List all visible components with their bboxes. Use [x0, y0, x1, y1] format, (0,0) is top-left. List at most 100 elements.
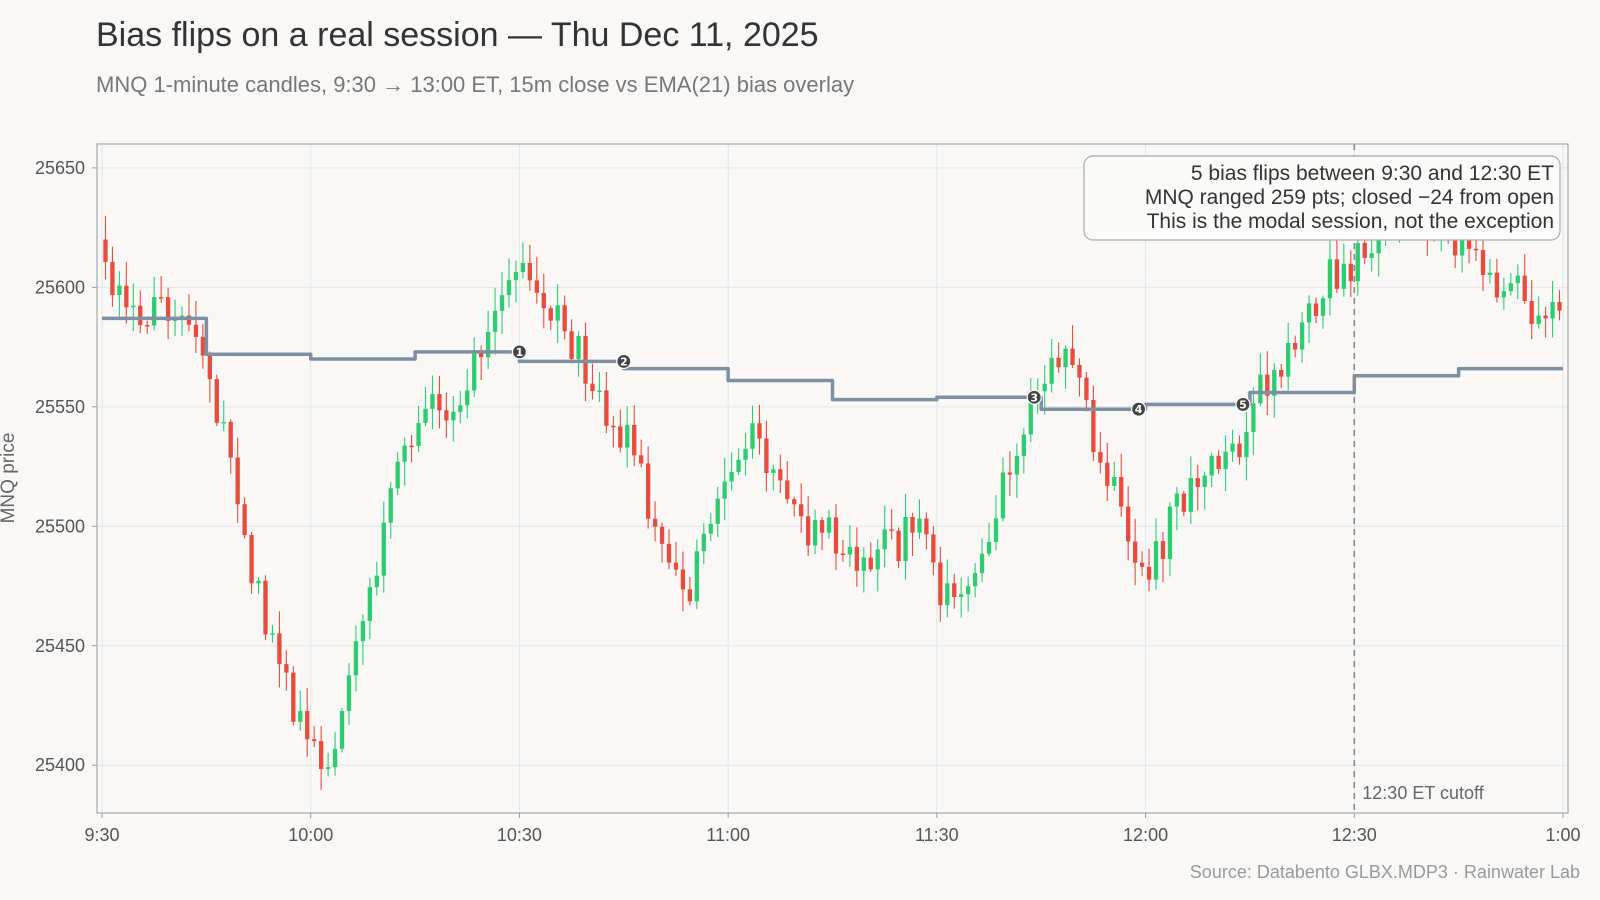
candle-body — [1369, 253, 1374, 258]
candle-body — [966, 586, 971, 595]
candle-body — [666, 543, 672, 563]
y-tick-label: 25650 — [35, 158, 85, 178]
candle-body — [451, 411, 456, 421]
candle-body — [1007, 472, 1013, 475]
candle-body — [1202, 475, 1207, 487]
candle-body — [1501, 291, 1507, 298]
candle-body — [242, 504, 247, 536]
candle-body — [548, 308, 553, 321]
candle-body — [659, 526, 665, 544]
candle-body — [1334, 259, 1340, 289]
candle-body — [1119, 477, 1124, 507]
candle-body — [799, 504, 804, 517]
candle-body — [715, 498, 720, 524]
candle-body — [1453, 226, 1458, 256]
flip-marker-label: 5 — [1239, 398, 1247, 411]
flip-marker — [511, 344, 528, 360]
candle-body — [1251, 403, 1256, 432]
candle-body — [1167, 506, 1173, 559]
flip-marker — [1026, 389, 1042, 405]
candle-body — [632, 424, 637, 456]
candle-body — [868, 557, 873, 570]
annotation-frame — [1083, 155, 1561, 241]
candles — [103, 165, 1562, 790]
candle-body — [1258, 374, 1263, 404]
candle-body — [1084, 377, 1089, 400]
candle-body — [541, 292, 546, 309]
candle-body — [1049, 357, 1054, 384]
candle-body — [701, 533, 706, 552]
candle-body — [1126, 506, 1131, 542]
candle-body — [555, 305, 560, 321]
candle-body — [402, 445, 407, 462]
candle-body — [792, 499, 797, 505]
candle-body — [193, 324, 199, 337]
candle-body — [1181, 493, 1186, 512]
candle-body — [1480, 249, 1486, 276]
candle-body — [604, 390, 609, 426]
candle-body — [1376, 237, 1381, 254]
candle-body — [430, 393, 435, 409]
x-tick-label: 9:30 — [84, 825, 119, 845]
x-tick-label: 11:30 — [915, 825, 959, 845]
candle-body — [284, 664, 289, 673]
candle-body — [1341, 263, 1347, 289]
candle-body — [1529, 301, 1534, 325]
candle-body — [757, 423, 762, 439]
candle-body — [1237, 443, 1242, 458]
candle-body — [1063, 348, 1068, 368]
candle-body — [1508, 283, 1513, 292]
candle-body — [736, 459, 741, 472]
candle-body — [1265, 374, 1270, 396]
candle-body — [1070, 348, 1075, 366]
candle-body — [673, 562, 679, 570]
candle-body — [472, 353, 477, 391]
candle-body — [179, 315, 185, 318]
candle-body — [479, 353, 484, 358]
candle-body — [235, 457, 240, 505]
candle-body — [1028, 394, 1033, 435]
candle-body — [221, 421, 226, 424]
candle-body — [228, 421, 233, 458]
candle-body — [1362, 242, 1367, 258]
plot-area — [96, 143, 1569, 814]
annotation-box: 5 bias flips between 9:30 and 12:30 ET M… — [1083, 155, 1561, 241]
candle-body — [277, 633, 282, 665]
candle-body — [186, 315, 192, 325]
candle-body — [1021, 434, 1026, 457]
flip-marker-label: 1 — [516, 346, 524, 359]
candle-body — [158, 297, 164, 299]
candle-body — [812, 520, 818, 546]
candle-body — [131, 305, 136, 308]
candle-body — [458, 405, 463, 412]
candle-body — [1056, 357, 1061, 368]
chart-title: Bias flips on a real session — Thu Dec 1… — [96, 16, 819, 54]
candle-body — [444, 410, 449, 421]
candle-body — [423, 408, 428, 424]
candle-body — [367, 587, 373, 621]
candle-body — [645, 463, 651, 519]
candle-body — [388, 488, 393, 523]
candle-body — [1153, 541, 1159, 580]
candle-body — [145, 325, 150, 327]
candle-body — [1536, 315, 1541, 325]
candle-body — [778, 469, 783, 481]
candle-body — [305, 711, 310, 740]
candle-body — [972, 573, 978, 587]
candle-body — [318, 741, 324, 770]
candle-body — [840, 553, 846, 556]
candle-body — [1494, 272, 1500, 298]
annotation-line-1: 5 bias flips between 9:30 and 12:30 ET — [1191, 162, 1554, 185]
candle-body — [1105, 462, 1110, 486]
candle-body — [298, 711, 303, 722]
candle-body — [1320, 298, 1326, 316]
candle-body — [785, 480, 790, 500]
candle-body — [492, 310, 498, 332]
candle-body — [1355, 242, 1360, 282]
candle-body — [590, 383, 595, 392]
candle-body — [1146, 566, 1152, 580]
candle-body — [694, 551, 699, 602]
candle-body — [652, 518, 658, 527]
x-tick-label: 12:30 — [1332, 825, 1377, 845]
